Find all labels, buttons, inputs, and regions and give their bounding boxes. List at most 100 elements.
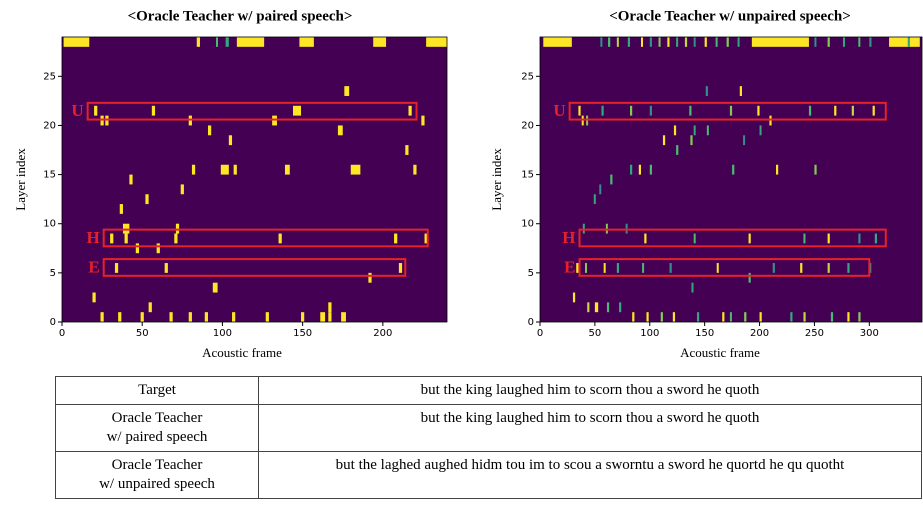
heatmap-cell [151,105,156,116]
row-label-cell: Oracle Teacher w/ paired speech [55,404,259,452]
heatmap-cell [658,37,661,47]
heatmap-cell [706,125,709,136]
chart-title: <Oracle Teacher w/ paired speech> [128,8,353,24]
heatmap-cell [660,312,663,322]
annotation-label: H [86,228,99,247]
heatmap-cell [744,312,747,322]
annotation-box [578,228,887,248]
heatmap-cell [808,105,812,116]
heatmap-cell [135,243,139,254]
heatmap-cell [94,105,98,116]
heatmap-cell [729,312,732,322]
row-label: Oracle Teacher [111,457,203,473]
heatmap-cell [748,272,751,283]
heatmap-cell [174,233,178,244]
heatmap-cell [110,233,114,244]
heatmap-cell [129,174,133,185]
plot-frame [61,36,448,323]
heatmap-cell [320,312,326,322]
heatmap-cell [649,105,652,116]
heatmap-cell [690,135,693,146]
heatmap-cell [100,312,104,322]
heatmap-cell [204,312,208,322]
y-tick-label: 5 [50,268,56,279]
heatmap-cell [772,263,775,273]
plot-frame [539,36,923,323]
heatmap-cell [212,282,218,293]
heatmap-cell [606,302,610,313]
heatmap-cell [350,164,361,175]
heatmap-cell [696,312,700,322]
y-tick-label: 25 [521,71,534,82]
y-tick-label: 0 [528,317,534,328]
heatmap-cell [587,302,590,313]
heatmap-cell [424,233,428,244]
heatmap-cell [803,233,806,244]
heatmap-cell [543,37,572,47]
heatmap-cell [594,302,599,313]
heatmap-cell [341,312,346,322]
heatmap-cell [889,37,920,47]
heatmap-cell [600,37,603,47]
heatmap-cell [748,233,751,244]
heatmap-cell [405,145,409,155]
heatmap-cell [572,292,576,303]
annotation-box [86,101,418,121]
x-tick-label: 300 [860,328,879,339]
heatmap-cell [669,263,672,273]
heatmap-cell [233,164,237,175]
heatmap-cell [689,105,692,116]
heatmap-cell [632,312,635,322]
annotation-box [578,258,871,277]
heatmap-cell [722,312,725,322]
heatmap-cell [800,263,803,273]
y-axis-label: Layer index [13,148,28,211]
heatmap-cell [676,37,679,47]
heatmap-cell [830,312,834,322]
x-axis-label: Acoustic frame [680,345,760,360]
y-tick-label: 15 [43,170,56,181]
transcript: but the king laughed him to scorn thou a… [420,410,760,426]
annotation-box [102,228,429,248]
table-row: Target but the king laughed him to scorn … [55,376,922,405]
heatmap-cell [118,312,122,322]
row-label-cell: Oracle Teacher w/ unpaired speech [55,451,259,499]
heatmap-cell [630,105,633,116]
heatmap-cell [814,164,817,175]
heatmap-cell [413,164,417,175]
x-tick-label: 100 [213,328,232,339]
y-tick-label: 20 [521,120,534,131]
heatmap-cell [578,105,581,116]
x-tick-label: 250 [805,328,824,339]
x-tick-label: 200 [750,328,769,339]
heatmap-cell [630,164,633,175]
x-tick-label: 100 [640,328,659,339]
heatmap-cell [593,194,596,205]
heatmap-cell [869,37,872,47]
heatmap-cell [726,37,729,47]
heatmap-cell [649,37,652,47]
heatmap-cell [627,37,631,47]
x-tick-label: 150 [695,328,714,339]
x-tick-label: 0 [537,328,543,339]
heatmap-cell [585,263,588,273]
x-tick-label: 50 [589,328,602,339]
heatmap-background [540,37,922,322]
heatmap-cell [858,233,861,244]
heatmap-cell [616,263,620,273]
y-tick-label: 5 [528,268,534,279]
annotation-box [568,101,887,121]
heatmap-cell [278,233,282,244]
heatmap-cell [619,302,622,313]
transcript-table: Target but the king laughed him to scorn … [55,376,922,499]
transcript: but the king laughed him to scorn thou a… [420,382,760,398]
heatmap-cell [684,37,688,47]
heatmap-cell [642,263,645,273]
y-tick-label: 15 [521,170,534,181]
heatmap-cell [705,86,708,96]
y-axis-label: Layer index [489,148,504,211]
heatmap-cell [228,135,233,146]
heatmap-cell [140,312,144,322]
